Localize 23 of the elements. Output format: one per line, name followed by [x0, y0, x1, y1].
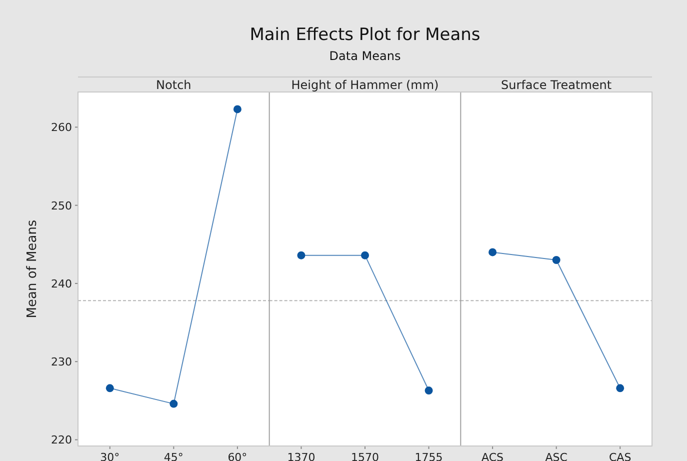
x-tick-label: 30°	[100, 451, 120, 461]
y-tick-label: 240	[51, 277, 72, 290]
y-tick-label: 220	[51, 434, 72, 447]
chart-title: Main Effects Plot for Means	[250, 25, 480, 45]
point	[233, 105, 242, 114]
y-tick-label: 230	[51, 356, 72, 369]
x-tick-label: ASC	[545, 451, 568, 461]
x-tick-label: CAS	[609, 451, 632, 461]
x-tick-label: 45°	[164, 451, 184, 461]
x-tick-label: ACS	[482, 451, 504, 461]
x-axis-title: Surface Treatment	[501, 78, 612, 92]
point	[106, 384, 114, 392]
y-axis-title: Mean of Means	[25, 220, 40, 318]
x-axis-title: Height of Hammer (mm)	[291, 78, 439, 92]
point	[170, 400, 178, 408]
x-tick-label: 1370	[287, 451, 316, 461]
chart-subtitle: Data Means	[329, 49, 401, 63]
y-tick-label: 250	[51, 199, 72, 212]
x-axis-title: Notch	[156, 78, 192, 92]
y-tick-label: 260	[51, 121, 72, 134]
x-tick-label: 60°	[228, 451, 248, 461]
x-tick-label: 1755	[414, 451, 443, 461]
x-tick-label: 1570	[351, 451, 379, 461]
